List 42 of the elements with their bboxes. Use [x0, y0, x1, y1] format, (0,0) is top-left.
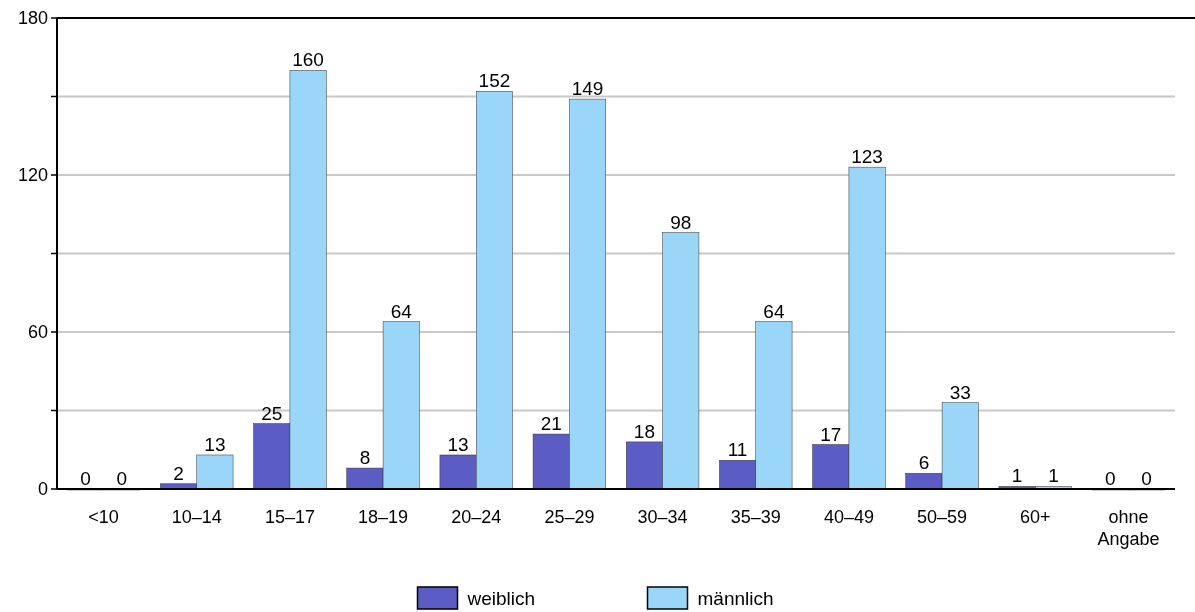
x-tick-label: 35–39	[730, 507, 781, 527]
data-label: 64	[763, 300, 785, 322]
x-tick-label: 50–59	[917, 507, 968, 527]
data-label: 0	[1104, 468, 1116, 489]
data-label: 160	[292, 49, 324, 71]
legend-label: weiblich	[466, 587, 536, 609]
y-tick-label: 120	[17, 165, 48, 186]
x-tick-label: 18–19	[358, 507, 409, 527]
data-label: 11	[727, 439, 748, 461]
data-label: 149	[571, 78, 604, 100]
x-tick-label: ohne Angabe	[1097, 507, 1160, 549]
data-label: 152	[478, 70, 511, 92]
x-tick-label: 20–24	[451, 507, 502, 527]
data-label: 0	[80, 468, 91, 489]
data-label: 6	[918, 452, 930, 474]
y-tick-label: 60	[27, 322, 48, 343]
data-label: 13	[204, 433, 226, 455]
data-label: 98	[670, 211, 692, 233]
data-label: 1	[1048, 465, 1059, 487]
y-tick-label: 0	[37, 479, 48, 500]
data-label: 1	[1011, 465, 1023, 487]
data-label: 64	[390, 300, 413, 322]
data-label: 21	[540, 413, 562, 435]
x-tick-label: <10	[88, 507, 119, 527]
data-label: 25	[261, 402, 283, 424]
data-label: 123	[851, 146, 883, 168]
data-label: 33	[949, 381, 971, 403]
data-label: 0	[116, 468, 128, 489]
data-label: 18	[633, 420, 655, 442]
legend-label: männlich	[697, 587, 774, 609]
data-label: 8	[359, 447, 371, 469]
data-label: 2	[173, 462, 184, 484]
data-label: 0	[1141, 468, 1152, 489]
x-tick-label: 15–17	[264, 507, 315, 527]
y-tick-label: 180	[17, 8, 48, 29]
x-tick-label: 40–49	[823, 507, 874, 527]
x-tick-label: 10–14	[171, 507, 222, 527]
x-tick-label: 60+	[1019, 507, 1051, 527]
data-label: 13	[447, 433, 469, 455]
x-tick-label: 25–29	[544, 507, 595, 527]
x-tick-label: 30–34	[637, 507, 688, 527]
data-label: 17	[820, 423, 842, 445]
